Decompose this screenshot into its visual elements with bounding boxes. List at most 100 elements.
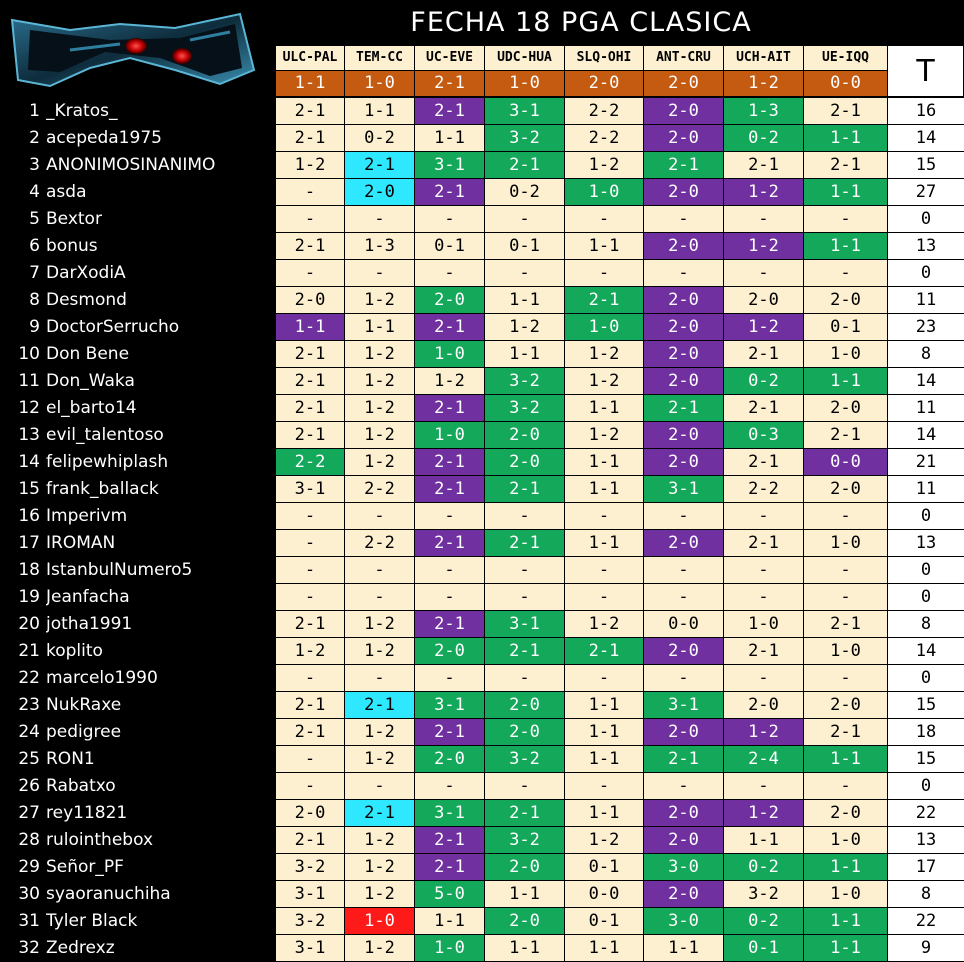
prediction-cell: 2-0: [414, 287, 484, 313]
prediction-cell: 2-1: [723, 152, 803, 178]
prediction-cell: -: [723, 773, 803, 799]
prediction-cell: 2-0: [643, 449, 723, 475]
prediction-cell: 1-1: [643, 935, 723, 961]
player-name: Bextor: [46, 209, 102, 229]
prediction-cell: 2-1: [275, 341, 344, 367]
prediction-cell: 1-1: [803, 179, 887, 205]
prediction-cell: 2-0: [803, 287, 887, 313]
prediction-cell: 0-2: [723, 125, 803, 151]
prediction-cell: 1-2: [344, 935, 414, 961]
prediction-cell: 2-1: [803, 611, 887, 637]
player-name: IstanbulNumero5: [46, 560, 193, 580]
prediction-cell: 0-1: [564, 908, 643, 934]
prediction-cell: 2-0: [803, 476, 887, 502]
prediction-cell: -: [484, 260, 564, 286]
prediction-cell: 1-1: [344, 314, 414, 340]
player-rank: 22: [18, 668, 40, 688]
prediction-cell: 1-2: [723, 800, 803, 826]
player-total: 8: [887, 611, 964, 637]
match-result-slq-ohi: 2-0: [564, 71, 643, 96]
player-name: el_barto14: [46, 398, 137, 418]
prediction-cell: 2-1: [414, 530, 484, 556]
prediction-cell: 2-1: [275, 125, 344, 151]
prediction-cell: 2-2: [723, 476, 803, 502]
prediction-cell: -: [564, 584, 643, 610]
prediction-cell: -: [803, 665, 887, 691]
table-row: 26 Rabatxo - - - - - - - -0: [0, 773, 964, 800]
prediction-cell: 3-2: [484, 827, 564, 853]
player-name: felipewhiplash: [46, 452, 169, 472]
prediction-cell: -: [484, 584, 564, 610]
prediction-cell: 3-1: [275, 476, 344, 502]
prediction-cell: 0-2: [723, 908, 803, 934]
prediction-cell: 2-0: [275, 800, 344, 826]
prediction-cell: 2-0: [643, 422, 723, 448]
prediction-cell: -: [275, 206, 344, 232]
prediction-cell: 2-0: [643, 827, 723, 853]
table-row: 30 syaoranuchiha 3-1 1-2 5-0 1-1 0-0 2-0 3-2 1-0 8: [0, 881, 964, 908]
prediction-cell: 1-1: [484, 341, 564, 367]
prediction-cell: 2-1: [803, 152, 887, 178]
player-name: DoctorSerrucho: [46, 317, 180, 337]
prediction-cell: 2-0: [643, 341, 723, 367]
prediction-cell: -: [484, 665, 564, 691]
prediction-cell: 2-0: [643, 719, 723, 745]
player-total: 27: [887, 179, 964, 205]
player-rank: 8: [29, 290, 40, 310]
prediction-cell: 0-2: [723, 854, 803, 880]
player-name: Señor_PF: [46, 857, 124, 877]
prediction-cell: 3-1: [643, 476, 723, 502]
prediction-cell: 2-1: [414, 476, 484, 502]
prediction-cell: 1-0: [803, 827, 887, 853]
prediction-cell: 2-0: [643, 881, 723, 907]
prediction-cell: -: [414, 773, 484, 799]
player-total: 17: [887, 854, 964, 880]
player-rank: 16: [18, 506, 40, 526]
prediction-cell: 1-1: [414, 908, 484, 934]
player-name: Jeanfacha: [46, 587, 130, 607]
player-total: 13: [887, 530, 964, 556]
player-rank: 18: [18, 560, 40, 580]
prediction-cell: -: [564, 503, 643, 529]
prediction-cell: 1-2: [344, 611, 414, 637]
prediction-cell: -: [803, 584, 887, 610]
prediction-cell: -: [484, 503, 564, 529]
prediction-cell: 2-1: [414, 719, 484, 745]
prediction-cell: 2-0: [275, 287, 344, 313]
prediction-cell: -: [643, 773, 723, 799]
table-row: 28 rulointhebox 2-1 1-2 2-1 3-2 1-2 2-0 1-1 1-0 13: [0, 827, 964, 854]
table-row: 19 Jeanfacha - - - - - - - -0: [0, 584, 964, 611]
match-result-tem-cc: 1-0: [344, 71, 414, 96]
player-total: 9: [887, 935, 964, 961]
prediction-cell: 1-0: [803, 341, 887, 367]
prediction-cell: 2-0: [414, 638, 484, 664]
prediction-cell: 3-0: [643, 854, 723, 880]
prediction-cell: -: [414, 206, 484, 232]
prediction-cell: 3-1: [275, 881, 344, 907]
prediction-cell: 3-2: [723, 881, 803, 907]
prediction-cell: 2-1: [484, 152, 564, 178]
prediction-cell: 2-1: [414, 854, 484, 880]
prediction-cell: 2-0: [414, 746, 484, 772]
prediction-cell: 3-1: [414, 152, 484, 178]
prediction-cell: 2-0: [723, 692, 803, 718]
prediction-cell: 0-0: [803, 449, 887, 475]
prediction-cell: 1-1: [803, 746, 887, 772]
player-total: 23: [887, 314, 964, 340]
prediction-cell: 2-1: [414, 179, 484, 205]
prediction-cell: 1-1: [275, 314, 344, 340]
player-name: _Kratos_: [46, 101, 118, 121]
prediction-cell: 3-1: [275, 935, 344, 961]
prediction-cell: -: [484, 206, 564, 232]
prediction-cell: 2-0: [643, 638, 723, 664]
player-rank: 24: [18, 722, 40, 742]
prediction-cell: 1-1: [564, 395, 643, 421]
prediction-cell: 1-0: [803, 881, 887, 907]
prediction-cell: 1-1: [564, 935, 643, 961]
player-total: 22: [887, 800, 964, 826]
prediction-cell: -: [564, 260, 643, 286]
prediction-cell: 2-1: [723, 638, 803, 664]
prediction-cell: -: [275, 557, 344, 583]
prediction-cell: 2-4: [723, 746, 803, 772]
